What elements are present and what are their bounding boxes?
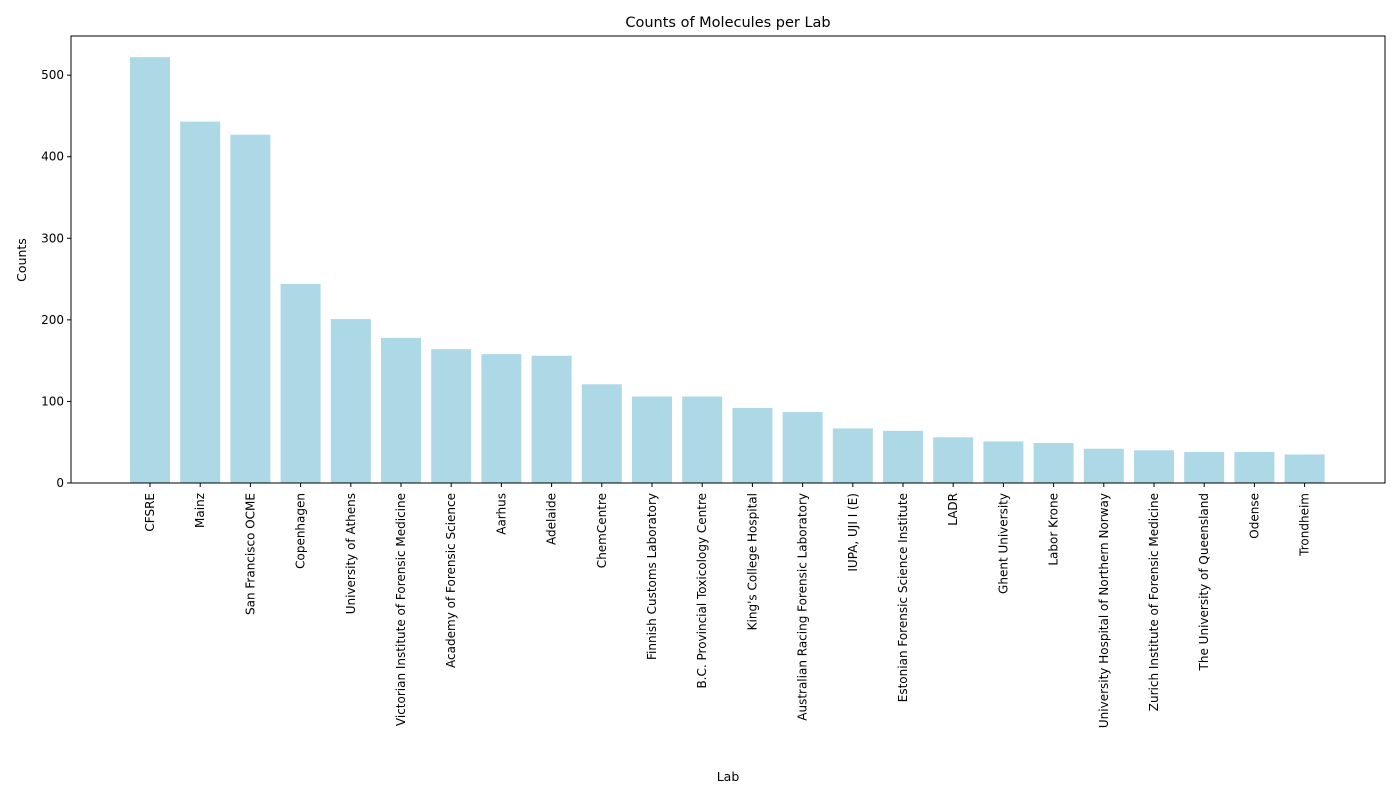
- bar-ladr: [933, 437, 974, 483]
- bar-university-hospital-of-northern-norway: [1083, 448, 1124, 483]
- x-tick-label: Victorian Institute of Forensic Medicine: [394, 493, 408, 726]
- chart-title: Counts of Molecules per Lab: [625, 15, 830, 31]
- x-tick-label: Zurich Institute of Forensic Medicine: [1147, 493, 1161, 711]
- x-tick-label: ChemCentre: [595, 493, 609, 568]
- y-tick-label: 500: [41, 68, 64, 82]
- x-tick-label: CFSRE: [143, 493, 157, 532]
- x-axis-label: Lab: [717, 769, 740, 784]
- bar-labor-krone: [1033, 443, 1074, 483]
- bar-cfsre: [130, 57, 170, 484]
- bar-odense: [1234, 452, 1275, 483]
- bar-aarhus: [481, 354, 522, 483]
- x-tick-label: Adelaide: [545, 493, 559, 545]
- bar-finnish-customs-laboratory: [632, 396, 672, 483]
- x-tick-label: Aarhus: [494, 493, 508, 535]
- y-axis-label: Counts: [14, 238, 29, 282]
- bar-ghent-university: [983, 441, 1024, 483]
- bar-australian-racing-forensic-laboratory: [782, 412, 823, 483]
- bar-zurich-institute-of-forensic-medicine: [1134, 450, 1174, 483]
- x-tick-label: Mainz: [193, 493, 207, 528]
- x-tick-label: IUPA, UJI I (E): [846, 493, 860, 572]
- bar-king-s-college-hospital: [732, 407, 773, 483]
- plot-frame: [70, 35, 1386, 484]
- x-tick-label: Academy of Forensic Science: [444, 493, 458, 668]
- bars-layer: [130, 57, 1325, 484]
- x-tick-label: Labor Krone: [1047, 493, 1061, 566]
- y-tick-label: 0: [56, 476, 64, 490]
- y-axis: 0 100 200 300 400 500: [41, 68, 71, 490]
- x-tick-label: University of Athens: [344, 493, 358, 614]
- x-tick-label: Australian Racing Forensic Laboratory: [796, 493, 810, 721]
- bar-b-c-provincial-toxicology-centre: [682, 396, 723, 483]
- bar-estonian-forensic-science-institute: [883, 430, 923, 483]
- bar-trondheim: [1284, 454, 1325, 483]
- x-axis: CFSRE Mainz San Francisco OCME Copenhagen Un…: [143, 483, 1312, 728]
- bar-iupa-uji-i-e: [832, 428, 873, 483]
- x-tick-label: San Francisco OCME: [243, 493, 257, 615]
- bar-mainz: [180, 121, 221, 484]
- bar-academy-of-forensic-science: [431, 349, 472, 483]
- y-tick-label: 100: [41, 394, 64, 408]
- bar-copenhagen: [280, 283, 321, 483]
- x-tick-label: Estonian Forensic Science Institute: [896, 493, 910, 702]
- bar-adelaide: [531, 355, 572, 483]
- x-tick-label: Copenhagen: [294, 493, 308, 569]
- bar-university-of-athens: [330, 319, 371, 483]
- x-tick-label: King's College Hospital: [745, 493, 759, 630]
- bar-chemcentre: [581, 384, 622, 483]
- y-tick-label: 300: [41, 231, 64, 245]
- x-tick-label: Finnish Customs Laboratory: [645, 493, 659, 660]
- bar-san-francisco-ocme: [230, 134, 271, 483]
- x-tick-label: LADR: [946, 493, 960, 526]
- bar-the-university-of-queensland: [1184, 452, 1225, 483]
- x-tick-label: Ghent University: [996, 493, 1010, 594]
- y-tick-label: 200: [41, 313, 64, 327]
- y-tick-label: 400: [41, 150, 64, 164]
- x-tick-label: Trondheim: [1298, 493, 1312, 557]
- bar-victorian-institute-of-forensic-medicine: [381, 337, 421, 483]
- x-tick-label: The University of Queensland: [1197, 493, 1211, 671]
- x-tick-label: B.C. Provincial Toxicology Centre: [695, 493, 709, 689]
- x-tick-label: Odense: [1247, 493, 1261, 539]
- x-tick-label: University Hospital of Northern Norway: [1097, 493, 1111, 728]
